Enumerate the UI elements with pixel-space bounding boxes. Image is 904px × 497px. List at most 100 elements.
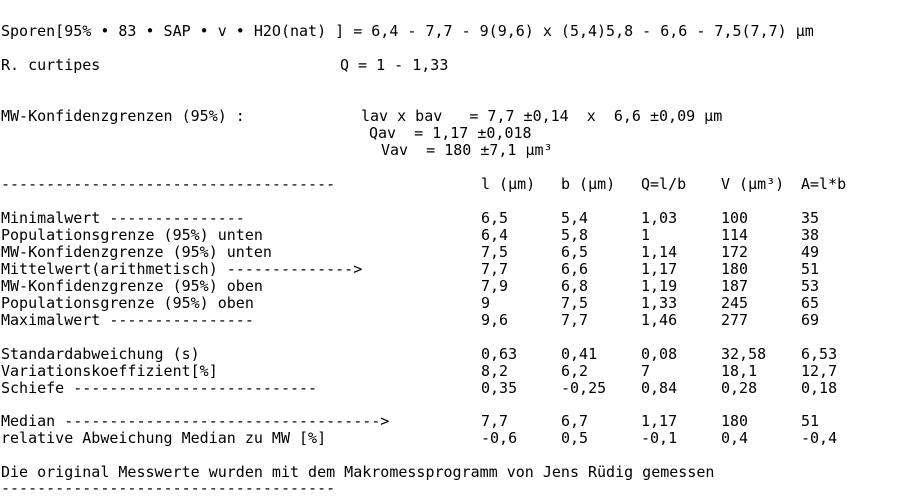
row-label: Populationsgrenze (95%) oben [1,294,254,312]
table-cell: 6,2 [561,362,589,380]
table-cell: 6,5 [561,243,589,261]
table-cell: 0,4 [721,429,749,447]
table-cell: 6,53 [801,345,838,363]
table-cell: 1,14 [641,243,678,261]
table-cell: 7,7 [561,311,589,329]
row-label: Variationskoeffizient[%] [1,362,218,380]
table-cell: 1,19 [641,277,678,295]
table-cell: 6,4 [481,226,509,244]
table-cell: 7 [641,362,651,380]
footer-note: Die original Messwerte wurden mit dem Ma… [1,463,715,481]
table-cell: 53 [801,277,820,295]
table-cell: 5,4 [561,209,589,227]
table-row: Schiefe --------------------------- 0,35 -… [0,380,904,397]
table-cell: 0,35 [481,379,518,397]
row-label: Minimalwert --------------- [1,209,245,227]
column-header: l (µm) [481,175,536,193]
table-cell: 6,5 [481,209,509,227]
confidence-label: MW-Konfidenzgrenzen (95%) : [1,107,245,125]
table-cell: 49 [801,243,820,261]
table-cell: 65 [801,294,820,312]
row-label: Schiefe --------------------------- [1,379,318,397]
table-row: Maximalwert ---------------- 9,6 7,7 1,46 27… [0,312,904,329]
table-cell: 7,7 [481,260,509,278]
table-cell: 18,1 [721,362,758,380]
table-cell: 0,08 [641,345,678,363]
table-cell: 100 [721,209,749,227]
table-cell: -0,25 [561,379,607,397]
table-row: MW-Konfidenzgrenze (95%) oben 7,9 6,8 1,19 1… [0,278,904,295]
table-cell: 5,8 [561,226,589,244]
spore-formula: Sporen[95% • 83 • SAP • v • H2O(nat) ] =… [1,22,814,40]
row-label: Populationsgrenze (95%) unten [1,226,263,244]
table-cell: 180 [721,260,749,278]
table-cell: 6,6 [561,260,589,278]
table-row: Variationskoeffizient[%] 8,2 6,2 7 18,1 12,7 [0,363,904,380]
table-cell: 1,33 [641,294,678,312]
table-cell: 245 [721,294,749,312]
table-cell: 35 [801,209,820,227]
row-label: relative Abweichung Median zu MW [%] [1,429,327,447]
qav-value: Qav = 1,17 ±0,018 [369,124,532,142]
table-cell: 9 [481,294,491,312]
table-cell: 69 [801,311,820,329]
table-cell: 38 [801,226,820,244]
table-cell: 51 [801,260,820,278]
table-cell: 172 [721,243,749,261]
header-dashes: ------------------------------------- [1,175,336,193]
vav-value: Vav = 180 ±7,1 µm³ [381,141,553,159]
table-cell: 8,2 [481,362,509,380]
table-cell: 0,18 [801,379,838,397]
row-label: Standardabweichung (s) [1,345,200,363]
row-label: MW-Konfidenzgrenze (95%) unten [1,243,272,261]
table-cell: 1,17 [641,412,678,430]
row-label: Maximalwert ---------------- [1,311,254,329]
table-cell: 1,03 [641,209,678,227]
table-cell: 7,9 [481,277,509,295]
table-cell: -0,6 [481,429,518,447]
species-name: R. curtipes [1,56,101,74]
table-cell: 0,5 [561,429,589,447]
row-label: Median ---------------------------------… [1,412,390,430]
table-cell: 6,8 [561,277,589,295]
column-header: A=l*b [801,175,847,193]
table-cell: 9,6 [481,311,509,329]
table-header-row: ------------------------------------- l … [0,176,904,193]
table-row: Populationsgrenze (95%) unten 6,4 5,8 1 114 3… [0,227,904,244]
table-row: MW-Konfidenzgrenze (95%) unten 7,5 6,5 1,14… [0,244,904,261]
table-row: Minimalwert --------------- 6,5 5,4 1,03 100… [0,210,904,227]
table-cell: 7,5 [481,243,509,261]
table-row: Median ---------------------------------… [0,413,904,430]
table-cell: 1 [641,226,651,244]
table-cell: 7,5 [561,294,589,312]
table-cell: 0,63 [481,345,518,363]
row-label: Mittelwert(arithmetisch) --------------> [1,260,363,278]
footer-dashes: ------------------------------------- [1,479,336,497]
table-row: Mittelwert(arithmetisch) -------------->… [0,261,904,278]
column-header: V (µm³) [721,175,785,193]
table-cell: 277 [721,311,749,329]
table-cell: -0,1 [641,429,678,447]
table-cell: -0,4 [801,429,838,447]
table-cell: 180 [721,412,749,430]
table-cell: 114 [721,226,749,244]
table-cell: 51 [801,412,820,430]
column-header: Q=l/b [641,175,687,193]
table-cell: 6,7 [561,412,589,430]
table-cell: 1,46 [641,311,678,329]
table-row: relative Abweichung Median zu MW [%] -0,6… [0,430,904,447]
row-label: MW-Konfidenzgrenze (95%) oben [1,277,263,295]
lav-bav-value: lav x bav = 7,7 ±0,14 x 6,6 ±0,09 µm [361,107,723,125]
q-range: Q = 1 - 1,33 [340,56,449,74]
table-row: Populationsgrenze (95%) oben 9 7,5 1,33 245 6… [0,295,904,312]
table-cell: 32,58 [721,345,767,363]
table-row: Standardabweichung (s) 0,63 0,41 0,08 32,58 6… [0,346,904,363]
table-cell: 0,28 [721,379,758,397]
table-cell: 0,41 [561,345,598,363]
table-cell: 12,7 [801,362,838,380]
column-header: b (µm) [561,175,616,193]
table-cell: 0,84 [641,379,678,397]
table-cell: 1,17 [641,260,678,278]
table-cell: 187 [721,277,749,295]
table-cell: 7,7 [481,412,509,430]
